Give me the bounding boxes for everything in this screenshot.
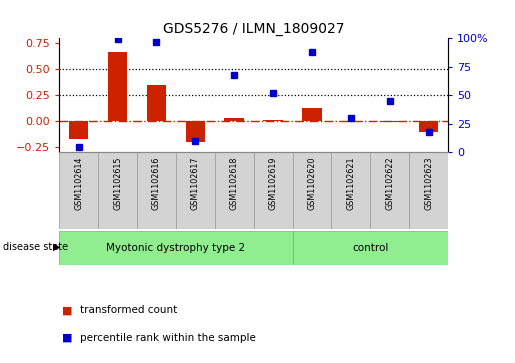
Bar [293, 152, 332, 229]
Text: transformed count: transformed count [80, 305, 177, 315]
Bar [419, 121, 438, 132]
Bar [370, 152, 409, 229]
Text: GSM1102623: GSM1102623 [424, 156, 433, 210]
Text: ■: ■ [62, 305, 72, 315]
Bar [380, 121, 400, 122]
Text: ■: ■ [62, 333, 72, 343]
Text: GSM1102622: GSM1102622 [385, 156, 394, 210]
Bar [332, 152, 370, 229]
Text: GSM1102616: GSM1102616 [152, 156, 161, 210]
Bar [59, 152, 98, 229]
Text: GSM1102619: GSM1102619 [269, 156, 278, 210]
Text: percentile rank within the sample: percentile rank within the sample [80, 333, 256, 343]
Bar [341, 121, 360, 122]
Text: disease state: disease state [3, 242, 67, 252]
Text: ▶: ▶ [53, 242, 61, 252]
Text: GSM1102614: GSM1102614 [74, 156, 83, 210]
Title: GDS5276 / ILMN_1809027: GDS5276 / ILMN_1809027 [163, 22, 345, 36]
Bar [263, 120, 283, 121]
Text: GSM1102621: GSM1102621 [347, 156, 355, 210]
Bar [98, 152, 137, 229]
Text: GSM1102620: GSM1102620 [307, 156, 316, 210]
Bar [69, 121, 89, 139]
Text: control: control [352, 243, 388, 253]
Bar [59, 231, 293, 265]
Text: GSM1102618: GSM1102618 [230, 156, 238, 210]
Bar [185, 121, 205, 142]
Bar [137, 152, 176, 229]
Bar [253, 152, 293, 229]
Bar [108, 52, 127, 121]
Text: GSM1102615: GSM1102615 [113, 156, 122, 210]
Bar [225, 118, 244, 121]
Bar [176, 152, 215, 229]
Bar [302, 108, 322, 121]
Text: Myotonic dystrophy type 2: Myotonic dystrophy type 2 [106, 243, 246, 253]
Bar [215, 152, 253, 229]
Bar [147, 85, 166, 121]
Bar [409, 152, 448, 229]
Text: GSM1102617: GSM1102617 [191, 156, 200, 210]
Bar [293, 231, 448, 265]
